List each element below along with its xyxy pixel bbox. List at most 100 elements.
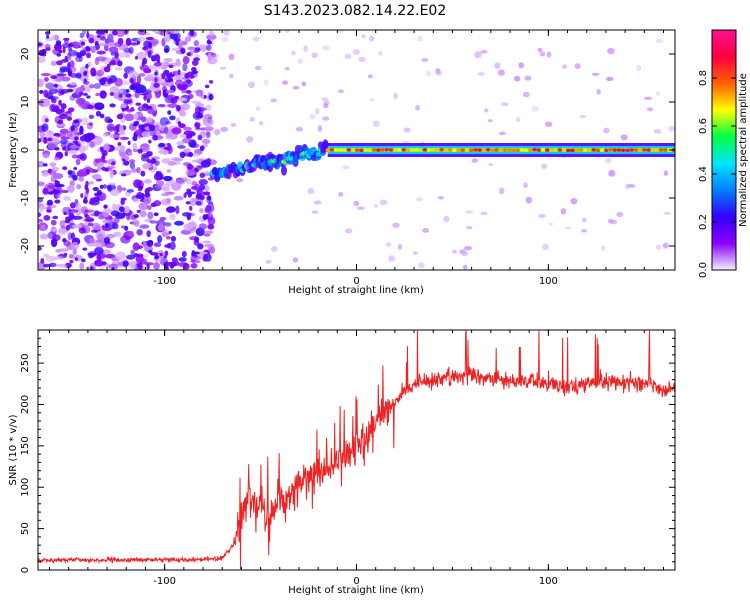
spectrogram-faint-blob [358,56,366,63]
spectrogram-noise-speck [108,77,113,83]
spectrogram-noise-blob [115,251,126,261]
spectrogram-faint-blob [443,215,450,223]
snr-ylabel: SNR (10 * v/v) [8,414,19,485]
spectrogram-noise-speck [63,252,68,256]
spectrogram-noise-blob [43,136,48,144]
spectrogram-noise-speck [195,200,202,206]
spectrogram-faint-blob [338,191,344,197]
spectrogram-faint-blob [252,36,261,42]
spectrogram-noise-speck [159,175,163,180]
spectrogram-noise-blob [71,154,78,159]
spectrogram-faint-blob [303,45,308,52]
spectrogram-faint-blob [540,163,548,169]
spectrogram-noise-blob [201,138,211,145]
spectrogram-noise-blob [106,123,115,132]
spectrogram-noise-blob [109,169,114,179]
spectrogram-line-peak [515,148,520,153]
spectrogram-noise-blob [204,126,214,132]
spectrogram-faint-blob [627,184,636,188]
spectrogram-faint-blob [369,35,375,42]
spectrogram-noise-speck [164,244,170,248]
spectrogram-noise-blob [59,128,69,134]
spectrogram-noise-blob [88,122,93,126]
spectrogram-noise-blob [44,43,51,51]
spectrogram-noise-speck [42,163,48,167]
spectrogram-noise-speck [123,72,128,79]
spectrogram-faint-blob [270,246,278,252]
spectrogram-noise-speck [120,197,127,201]
spectrogram-noise-speck [199,194,205,201]
spectrogram-faint-blob [488,162,494,167]
spectrogram-noise-blob [146,116,153,123]
spectrogram-noise-speck [125,93,132,98]
spectrogram-line-peak [604,148,609,153]
spectrogram-noise-speck [191,59,199,67]
spectrogram-noise-speck [186,163,194,171]
spectrogram-line-peak [405,148,411,152]
spectrogram-noise-blob [204,172,210,177]
spectrogram-noise-blob [98,267,104,270]
spectrogram-line-peak [545,148,550,152]
spectrogram-faint-blob [415,104,421,111]
spectrogram-noise-speck [164,48,169,53]
spectrogram-noise-speck [192,70,199,74]
spectrogram-noise-speck [86,52,92,59]
spectrogram-noise-blob [144,262,154,266]
spectrogram-noise-blob [75,73,82,79]
spectrogram-noise-blob [186,178,192,185]
spectrogram-faint-blob [321,97,329,102]
spectrogram-noise-speck [154,255,160,259]
spectrogram-noise-blob [63,196,71,201]
spectrogram-noise-blob [67,209,79,213]
spectrogram-noise-speck [186,52,192,57]
spectrogram-noise-speck [99,184,104,190]
spectrogram-line-peak [401,147,406,152]
spectrogram-noise-speck [63,211,67,216]
spectrogram-noise-speck [89,266,94,270]
spectrogram-noise-blob [169,115,176,121]
spectrogram-noise-blob [40,224,46,231]
spectrogram-noise-speck [117,142,122,146]
spectrogram-noise-blob [153,212,159,217]
spectrogram-transition-blob [322,141,329,150]
spectrogram-noise-blob [121,187,127,191]
spectrogram-faint-blob [323,103,329,109]
spectrogram-line-peak [511,148,516,153]
spectrogram-noise-speck [57,119,64,124]
spectrogram-noise-blob [202,240,212,244]
spectrogram-faint-blob [421,57,429,62]
spectrogram-noise-speck [181,250,187,258]
spectrogram-noise-speck [85,180,89,187]
y-tick-label: 100 [20,478,31,497]
spectrogram-noise-speck [54,179,58,184]
spectrogram-noise-blob [195,165,203,171]
spectrogram-faint-blob [565,226,571,230]
spectrogram-faint-blob [388,255,396,262]
spectrogram-noise-speck [153,82,160,88]
spectrogram-noise-speck [79,91,84,96]
spectrogram-line-peak [346,148,352,152]
spectrogram-noise-blob [194,54,200,58]
spectrogram-noise-blob [154,184,162,189]
spectrogram-noise-blob [132,242,140,251]
spectrogram-noise-blob [120,145,125,149]
spectrogram-noise-blob [45,82,55,90]
spectrogram-noise-speck [164,250,169,257]
spectrogram-noise-speck [38,246,42,251]
y-tick-label: 0 [20,147,31,153]
spectrogram-faint-blob [605,76,614,82]
spectrogram-noise-speck [118,94,123,98]
spectrogram-noise-speck [67,43,74,48]
spectrogram-noise-blob [69,144,80,149]
spectrogram-noise-speck [142,57,148,65]
spectrogram-noise-blob [198,223,207,230]
spectrogram-noise-speck [46,209,52,213]
spectrogram-noise-speck [148,42,153,49]
spectrogram-faint-blob [497,69,505,77]
spectrogram-noise-blob [125,53,131,58]
spectrogram-line-peak [637,148,643,152]
spectrogram-xlabel: Height of straight line (km) [288,285,424,296]
spectrogram-line-peak [409,148,415,152]
spectrogram-noise-blob [108,42,114,47]
